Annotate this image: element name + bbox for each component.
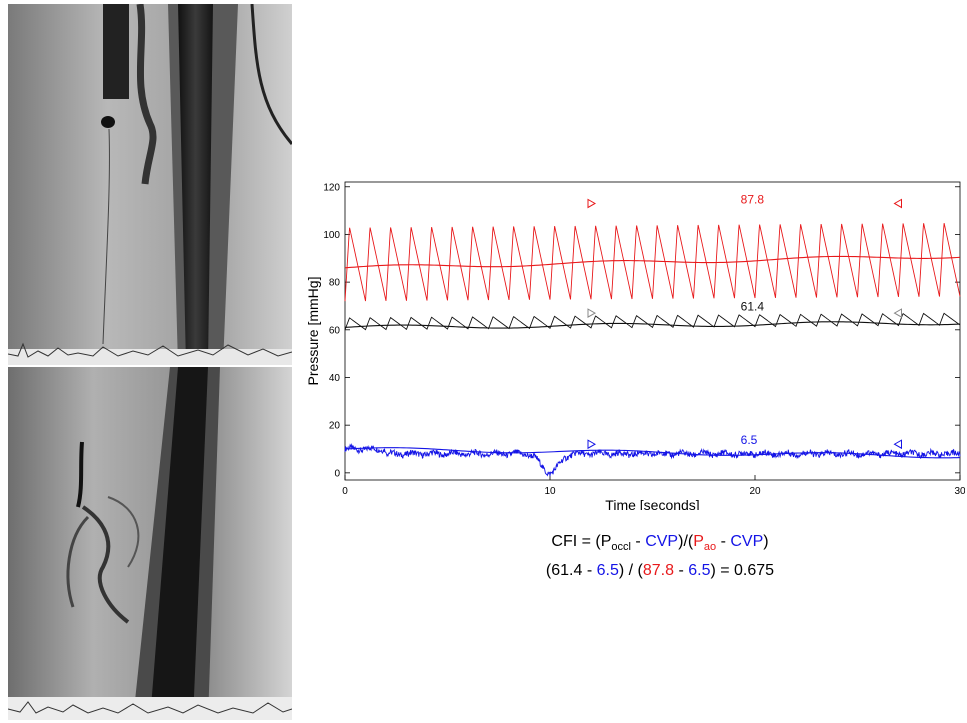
window-start-marker	[587, 198, 597, 209]
window-end-marker	[893, 439, 902, 450]
value-annotation: 61.4	[741, 300, 765, 314]
value-annotation: 6.5	[741, 433, 758, 447]
series-line	[344, 255, 961, 269]
x-tick-label: 10	[544, 486, 556, 497]
formula-prefix: CFI = (P	[551, 533, 612, 550]
window-start-marker	[587, 439, 597, 450]
angiography-image-top	[8, 4, 292, 365]
y-tick-label: 20	[329, 421, 341, 432]
series-line	[344, 321, 961, 329]
calc-mid: ) / (	[618, 562, 643, 580]
series-line	[344, 447, 961, 459]
y-tick-label: 120	[323, 182, 340, 193]
window-start-marker	[587, 308, 597, 318]
window-end-marker	[893, 308, 902, 318]
cfi-formula: CFI = (Poccl - CVP)/(Pao - CVP) (61.4 - …	[450, 530, 870, 583]
value-annotation: 87.8	[741, 192, 765, 206]
formula-minus-2: -	[716, 533, 731, 550]
calc-cvp-value-2: 6.5	[688, 562, 711, 580]
formula-pao-sub: ao	[703, 541, 717, 554]
window-end-marker	[893, 198, 902, 209]
window-markers	[587, 198, 902, 450]
y-tick-label: 60	[329, 325, 341, 336]
y-tick-label: 80	[329, 278, 341, 289]
x-tick-label: 0	[342, 486, 348, 497]
formula-pao: Pao	[693, 533, 717, 554]
formula-mid: )/(	[678, 533, 694, 550]
chart-axes: 0 10 20 30 0 20 40 60 80 100 120 Time [seconds] Pres…	[305, 181, 965, 510]
angiography-panel	[0, 0, 300, 723]
angiography-image-bottom	[8, 367, 292, 720]
x-tick-label: 20	[749, 486, 761, 497]
chart-series	[344, 223, 961, 477]
calc-open: (61.4 -	[545, 562, 597, 580]
series-line	[344, 223, 961, 302]
formula-occl-sub: occl	[611, 541, 631, 554]
calc-cvp-value: 6.5	[596, 562, 619, 580]
x-axis-label: Time [seconds]	[605, 497, 699, 510]
y-tick-label: 100	[323, 230, 340, 241]
series-line	[344, 312, 961, 331]
y-tick-label: 40	[329, 373, 341, 384]
y-tick-label: 0	[334, 468, 340, 479]
formula-minus: -	[630, 533, 646, 550]
formula-cvp: CVP	[645, 533, 679, 550]
y-axis-label: Pressure [mmHg]	[305, 277, 321, 386]
plot-frame	[344, 181, 961, 481]
pressure-chart: 0 10 20 30 0 20 40 60 80 100 120 Time [seconds] Pres…	[305, 181, 965, 510]
series-line	[344, 443, 961, 477]
x-tick-label: 30	[954, 486, 965, 497]
calc-pao-value: 87.8	[642, 562, 674, 580]
formula-line-1: CFI = (Poccl - CVP)/(Pao - CVP)	[450, 530, 870, 559]
formula-end: )	[763, 533, 769, 550]
formula-line-2: (61.4 - 6.5) / (87.8 - 6.5) = 0.675	[450, 559, 870, 583]
calc-result: ) = 0.675	[710, 562, 775, 580]
formula-pao-p: P	[693, 533, 704, 550]
calc-minus: -	[674, 562, 689, 580]
chart-labels: 87.8 61.4 6.5	[741, 192, 765, 447]
formula-cvp-2: CVP	[730, 533, 764, 550]
